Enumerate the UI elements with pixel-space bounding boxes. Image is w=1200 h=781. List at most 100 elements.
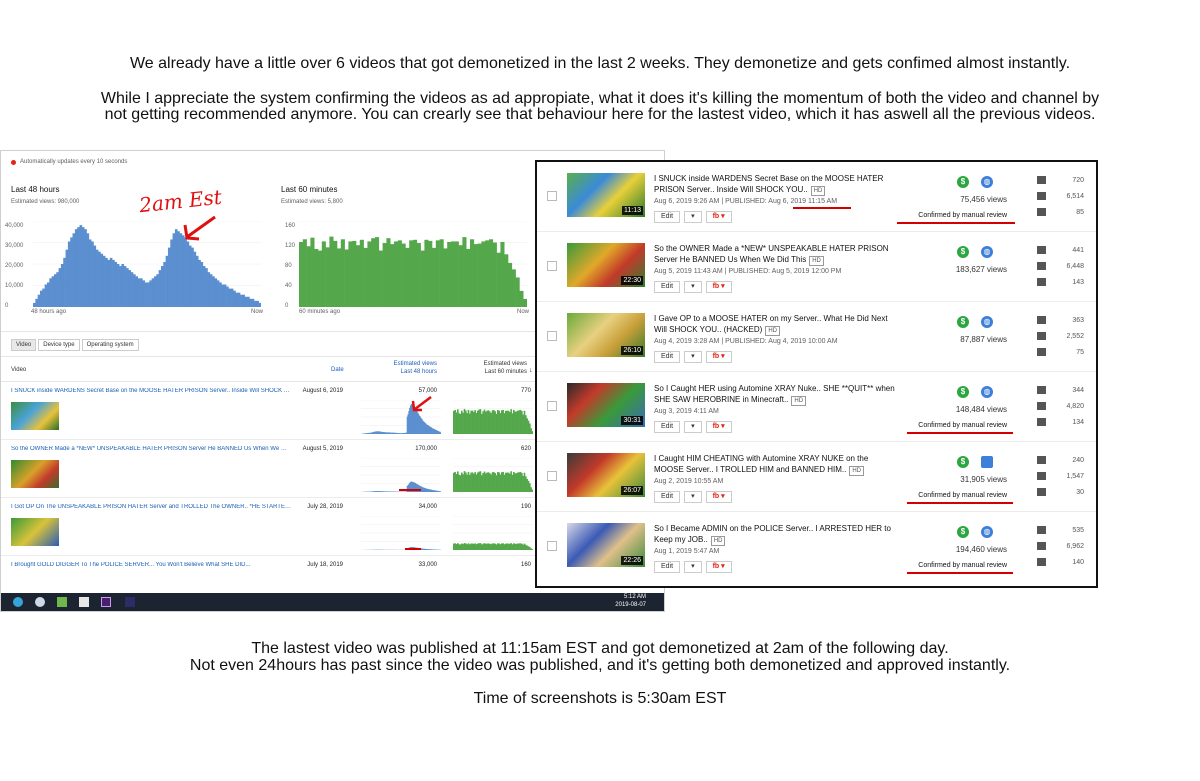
select-checkbox[interactable] (547, 191, 557, 201)
select-checkbox[interactable] (547, 401, 557, 411)
row-title[interactable]: So the OWNER Made a *NEW* UNSPEAKABLE HA… (11, 446, 291, 452)
video-meta: Aug 2, 2019 10:55 AM (654, 478, 724, 485)
video-title[interactable]: So the OWNER Made a *NEW* UNSPEAKABLE HA… (654, 244, 889, 266)
row-views-48h: 34,000 (418, 504, 437, 510)
chart-bar (258, 302, 261, 307)
table-row[interactable]: I SNUCK inside WARDENS Secret Base on th… (1, 382, 549, 440)
col-est48-b[interactable]: Last 48 hours (400, 369, 437, 375)
monetization-icon[interactable]: $ (957, 386, 969, 398)
video-thumbnail[interactable]: 26:10 (567, 313, 645, 357)
app-icon[interactable] (57, 597, 67, 607)
video-thumbnail[interactable]: 30:31 (567, 383, 645, 427)
select-checkbox[interactable] (547, 331, 557, 341)
col-est60-b[interactable]: Last 60 minutes (484, 369, 527, 375)
video-title[interactable]: I Gave OP to a MOOSE HATER on my Server.… (654, 314, 888, 336)
table-row[interactable]: I Brought GOLD DIGGER To The POLICE SERV… (1, 556, 549, 588)
tab-operating-system[interactable]: Operating system (81, 339, 139, 351)
select-checkbox[interactable] (547, 471, 557, 481)
app-icon[interactable] (79, 597, 89, 607)
edit-button[interactable]: Edit (654, 561, 681, 573)
video-title[interactable]: I SNUCK inside WARDENS Secret Base on th… (654, 174, 884, 196)
annotation-underline (897, 222, 1015, 224)
video-row[interactable]: 26:10 I Gave OP to a MOOSE HATER on my S… (537, 302, 1096, 372)
chart-bar (489, 543, 491, 550)
chart-bar (391, 432, 393, 434)
panel-60m-y-axis: 160 120 80 40 0 (285, 223, 296, 309)
col-est60-a[interactable]: Estimated views (483, 361, 527, 367)
app-icon[interactable] (35, 597, 45, 607)
row-title[interactable]: I SNUCK inside WARDENS Secret Base on th… (11, 388, 291, 394)
video-row[interactable]: 22:26 So I Became ADMIN on the POLICE Se… (537, 512, 1096, 582)
col-est48-a[interactable]: Estimated views (393, 361, 437, 367)
chart-bar (53, 274, 57, 307)
video-row[interactable]: 26:07 I Caught HIM CHEATING with Automin… (537, 442, 1096, 512)
table-row[interactable]: I Got OP On The UNSPEAKABLE PRISON HATER… (1, 498, 549, 556)
edit-dropdown-button[interactable]: ▾ (684, 421, 702, 433)
chart-bar (377, 431, 379, 434)
select-checkbox[interactable] (547, 541, 557, 551)
edit-button[interactable]: Edit (654, 281, 681, 293)
video-thumbnail[interactable] (11, 518, 59, 546)
edit-button[interactable]: Edit (654, 351, 681, 363)
thumbs-up-icon (1037, 192, 1046, 200)
edit-dropdown-button[interactable]: ▾ (684, 491, 702, 503)
video-title[interactable]: So I Caught HER using Automine XRAY Nuke… (654, 384, 895, 406)
table-row[interactable]: So the OWNER Made a *NEW* UNSPEAKABLE HA… (1, 440, 549, 498)
public-globe-icon[interactable]: ◍ (981, 176, 993, 188)
edit-button[interactable]: Edit (654, 421, 681, 433)
tab-device-type[interactable]: Device type (38, 339, 80, 351)
video-row[interactable]: 30:31 So I Caught HER using Automine XRA… (537, 372, 1096, 442)
facebook-share-button[interactable]: fb ▾ (705, 561, 732, 573)
chart-bar (416, 243, 421, 307)
private-lock-icon[interactable] (981, 456, 993, 468)
edit-dropdown-button[interactable]: ▾ (684, 351, 702, 363)
video-thumbnail[interactable] (11, 460, 59, 488)
public-globe-icon[interactable]: ◍ (981, 246, 993, 258)
video-thumbnail[interactable]: 22:26 (567, 523, 645, 567)
video-title[interactable]: So I Became ADMIN on the POLICE Server..… (654, 524, 891, 546)
facebook-share-button[interactable]: fb ▾ (705, 491, 732, 503)
chart-bar (254, 300, 257, 307)
edit-dropdown-button[interactable]: ▾ (684, 561, 702, 573)
edit-dropdown-button[interactable]: ▾ (684, 211, 702, 223)
row-title[interactable]: I Got OP On The UNSPEAKABLE PRISON HATER… (11, 504, 291, 510)
chart-bar (72, 233, 76, 307)
chart-bar (368, 432, 370, 434)
comment-icon (1037, 246, 1046, 254)
video-thumbnail[interactable]: 22:30 (567, 243, 645, 287)
facebook-share-button[interactable]: fb ▾ (705, 281, 732, 293)
video-thumbnail[interactable] (11, 402, 59, 430)
video-thumbnail[interactable]: 11:13 (567, 173, 645, 217)
chart-bar (515, 411, 518, 434)
thumbs-down-icon (1037, 418, 1046, 426)
monetization-icon[interactable]: $ (957, 246, 969, 258)
edit-button[interactable]: Edit (654, 491, 681, 503)
app-icon[interactable] (125, 597, 135, 607)
monetization-icon[interactable]: $ (957, 176, 969, 188)
edit-dropdown-button[interactable]: ▾ (684, 281, 702, 293)
monetization-icon[interactable]: $ (957, 526, 969, 538)
monetization-icon[interactable]: $ (957, 316, 969, 328)
select-checkbox[interactable] (547, 261, 557, 271)
row-title[interactable]: I Brought GOLD DIGGER To The POLICE SERV… (11, 562, 251, 568)
video-title[interactable]: I Caught HIM CHEATING with Automine XRAY… (654, 454, 869, 476)
video-row[interactable]: 22:30 So the OWNER Made a *NEW* UNSPEAKA… (537, 232, 1096, 302)
video-row[interactable]: 11:13 I SNUCK inside WARDENS Secret Base… (537, 162, 1096, 232)
facebook-share-button[interactable]: fb ▾ (705, 211, 732, 223)
monetization-icon[interactable]: $ (957, 456, 969, 468)
tab-video[interactable]: Video (11, 339, 37, 351)
premiere-icon[interactable] (101, 597, 111, 607)
sparkline-60m (453, 400, 533, 434)
col-date[interactable]: Date (331, 367, 344, 373)
facebook-share-button[interactable]: fb ▾ (705, 421, 732, 433)
hd-badge: HD (791, 396, 807, 406)
public-globe-icon[interactable]: ◍ (981, 316, 993, 328)
public-globe-icon[interactable]: ◍ (981, 526, 993, 538)
edit-button[interactable]: Edit (654, 211, 681, 223)
facebook-share-button[interactable]: fb ▾ (705, 351, 732, 363)
chart-bar (436, 490, 439, 492)
public-globe-icon[interactable]: ◍ (981, 386, 993, 398)
video-thumbnail[interactable]: 26:07 (567, 453, 645, 497)
chart-bar (439, 431, 441, 434)
telegram-icon[interactable] (13, 597, 23, 607)
